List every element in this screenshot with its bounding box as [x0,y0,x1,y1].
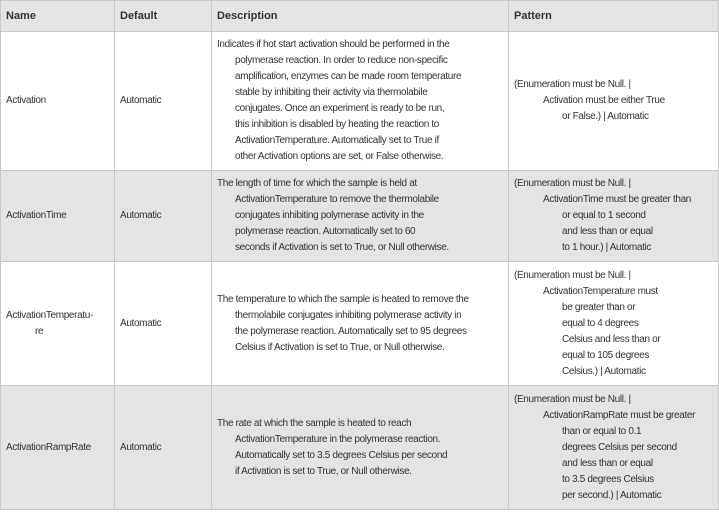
option-pattern-line: than or equal to 0.1 [562,425,642,437]
option-description-line: seconds if Activation is set to True, or… [235,242,449,253]
option-description: The length of time for which the sample … [211,170,509,262]
option-description-line: other Activation options are set, or Fal… [235,151,444,162]
header-pattern: Pattern [508,0,719,32]
option-name: ActivationTime [0,170,115,262]
option-description: The rate at which the sample is heated t… [211,385,509,510]
option-default: Automatic [114,170,212,262]
option-pattern: (Enumeration must be Null. | ActivationTe… [508,261,719,386]
option-description-line: polymerase reaction. Automatically set t… [235,226,416,237]
header-description: Description [211,0,509,32]
option-description-line: ActivationTemperature in the polymerase … [235,433,441,445]
option-name: Activation [0,31,115,171]
option-description: The temperature to which the sample is h… [211,261,509,386]
option-description-line: conjugates inhibiting polymerase activit… [235,210,424,221]
option-description-line: stable by inhibiting their activity via … [235,87,428,98]
option-name-line: ActivationTemperatu- [6,309,93,321]
option-pattern-line: equal to 105 degrees [562,349,649,361]
table-row: ActivationRampRate Automatic The rate at w… [0,385,719,510]
option-pattern-line: ActivationRampRate must be greater [543,409,696,421]
option-pattern-line: per second.) | Automatic [562,489,662,501]
option-pattern-line: (Enumeration must be Null. | [514,269,631,281]
option-name-line: ActivationTime [6,210,67,221]
option-pattern-line: degrees Celsius per second [562,441,677,453]
option-default: Automatic [114,31,212,171]
option-pattern-line: equal to 4 degrees [562,317,639,329]
option-description: Indicates if hot start activation should… [211,31,509,171]
option-description-line: The temperature to which the sample is h… [217,293,469,305]
option-pattern-line: Celsius and less than or [562,333,661,345]
option-description-line: ActivationTemperature to remove the ther… [235,194,439,205]
option-description-line: The length of time for which the sample … [217,178,417,189]
option-pattern-line: or False.) | Automatic [562,111,649,122]
option-description-line: the polymerase reaction. Automatically s… [235,325,467,337]
option-description-line: Indicates if hot start activation should… [217,39,450,50]
option-description-line: amplification, enzymes can be made room … [235,71,462,82]
option-pattern: (Enumeration must be Null. | ActivationRa… [508,385,719,510]
option-pattern-line: Celsius.) | Automatic [562,365,646,377]
header-default: Default [114,0,212,32]
option-description-line: Automatically set to 3.5 degrees Celsius… [235,449,448,461]
option-pattern-line: to 3.5 degrees Celsius [562,473,654,485]
option-description-line: thermolabile conjugates inhibiting polym… [235,309,462,321]
option-pattern: (Enumeration must be Null. | ActivationTi… [508,170,719,262]
option-pattern-line: and less than or equal [562,226,653,237]
option-description-line: polymerase reaction. In order to reduce … [235,55,448,66]
option-default: Automatic [114,385,212,510]
option-description-line: The rate at which the sample is heated t… [217,417,412,429]
table-row: Activation Automatic Indicates if hot star… [0,31,719,171]
table-row: ActivationTemperatu-re Automatic The tempe… [0,261,719,386]
option-pattern-line: (Enumeration must be Null. | [514,178,631,189]
option-description-line: this inhibition is disabled by heating t… [235,119,440,130]
option-name: ActivationRampRate [0,385,115,510]
option-default: Automatic [114,261,212,386]
option-pattern-line: (Enumeration must be Null. | [514,393,631,405]
option-pattern-line: and less than or equal [562,457,653,469]
option-pattern-line: be greater than or [562,301,636,313]
option-description-line: Celsius if Activation is set to True, or… [235,341,445,353]
option-pattern-line: to 1 hour.) | Automatic [562,242,652,253]
header-row: Name Default Description Pattern [0,0,719,32]
option-description-line: conjugates. Once an experiment is ready … [235,103,445,114]
option-pattern: (Enumeration must be Null. | Activation m… [508,31,719,171]
option-description-line: ActivationTemperature. Automatically set… [235,135,439,146]
option-description-line: if Activation is set to True, or Null ot… [235,465,412,477]
option-name-line: Activation [6,95,46,106]
option-name-line: re [35,325,44,337]
table-row: ActivationTime Automatic The length of tim… [0,170,719,262]
option-pattern-line: ActivationTemperature must [543,285,658,297]
option-pattern-line: or equal to 1 second [562,210,646,221]
option-name: ActivationTemperatu-re [0,261,115,386]
option-pattern-line: Activation must be either True [543,95,665,106]
option-pattern-line: ActivationTime must be greater than [543,194,692,205]
option-pattern-line: (Enumeration must be Null. | [514,79,631,90]
option-name-line: ActivationRampRate [6,441,91,453]
header-name: Name [0,0,115,32]
